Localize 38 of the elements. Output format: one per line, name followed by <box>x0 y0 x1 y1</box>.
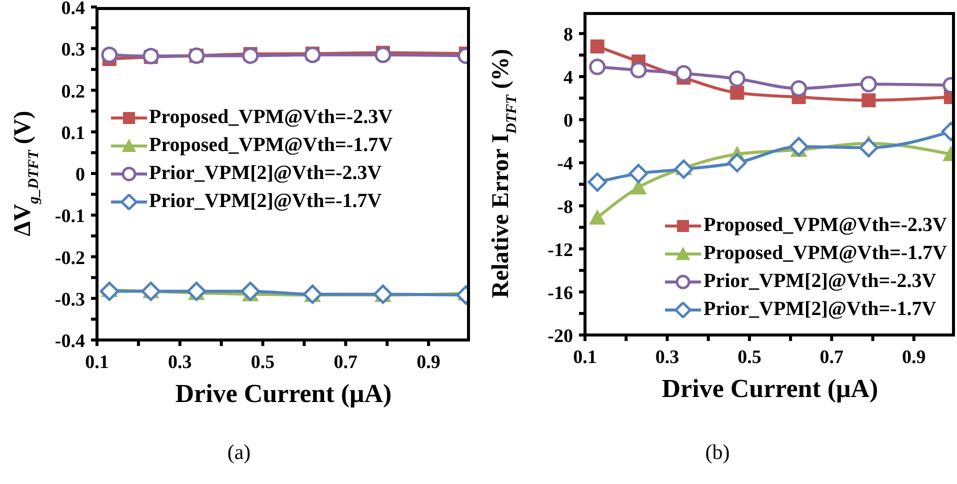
y-tick-label: 0.2 <box>61 81 85 102</box>
y-tick-label: 8 <box>564 24 573 46</box>
legend-label: Proposed_VPM@Vth=-2.3V <box>703 214 947 236</box>
y-tick-label: 0.1 <box>61 122 85 144</box>
x-axis-title: Drive Current (μA) <box>175 379 392 408</box>
y-tick-label: -0.4 <box>54 331 86 352</box>
y-tick-label: -0.2 <box>54 248 85 269</box>
x-tick-label: 0.3 <box>168 352 192 373</box>
legend-label: Prior_VPM[2]@Vth=-2.3V <box>149 162 382 184</box>
x-tick-label: 0.5 <box>738 347 762 368</box>
y-tick-label: 0 <box>564 110 573 132</box>
y-tick-label: 4 <box>564 68 574 89</box>
legend-label: Prior_VPM[2]@Vth=-2.3V <box>703 270 936 292</box>
y-tick-label: -0.1 <box>54 206 85 228</box>
x-tick-label: 0.1 <box>85 352 109 373</box>
x-tick-label: 0.9 <box>416 352 440 373</box>
x-tick-label: 0.7 <box>820 347 844 368</box>
x-axis-title: Drive Current (μA) <box>662 374 878 403</box>
text: (a) <box>226 440 252 465</box>
y-tick-label: -16 <box>548 282 573 304</box>
legend-label: Prior_VPM[2]@Vth=-1.7V <box>149 190 382 212</box>
y-tick-label: 0.3 <box>61 40 85 61</box>
y-tick-label: -12 <box>548 240 573 261</box>
x-tick-label: 0.9 <box>902 347 926 368</box>
x-tick-label: 0.7 <box>334 352 358 373</box>
legend-label: Proposed_VPM@Vth=-2.3V <box>149 106 393 128</box>
x-tick-label: 0.3 <box>655 347 680 368</box>
y-tick-label: -20 <box>548 326 573 347</box>
y-tick-label: -8 <box>557 196 573 218</box>
text: (b) <box>704 440 731 465</box>
y-tick-label: -4 <box>557 154 574 175</box>
legend-label: Prior_VPM[2]@Vth=-1.7V <box>703 298 936 320</box>
legend-label: Proposed_VPM@Vth=-1.7V <box>149 134 393 156</box>
x-tick-label: 0.5 <box>250 352 275 373</box>
y-tick-label: -0.3 <box>54 289 85 310</box>
legend-label: Proposed_VPM@Vth=-1.7V <box>703 242 947 264</box>
y-tick-label: 0.4 <box>61 0 86 19</box>
y-tick-label: 0 <box>76 164 85 186</box>
